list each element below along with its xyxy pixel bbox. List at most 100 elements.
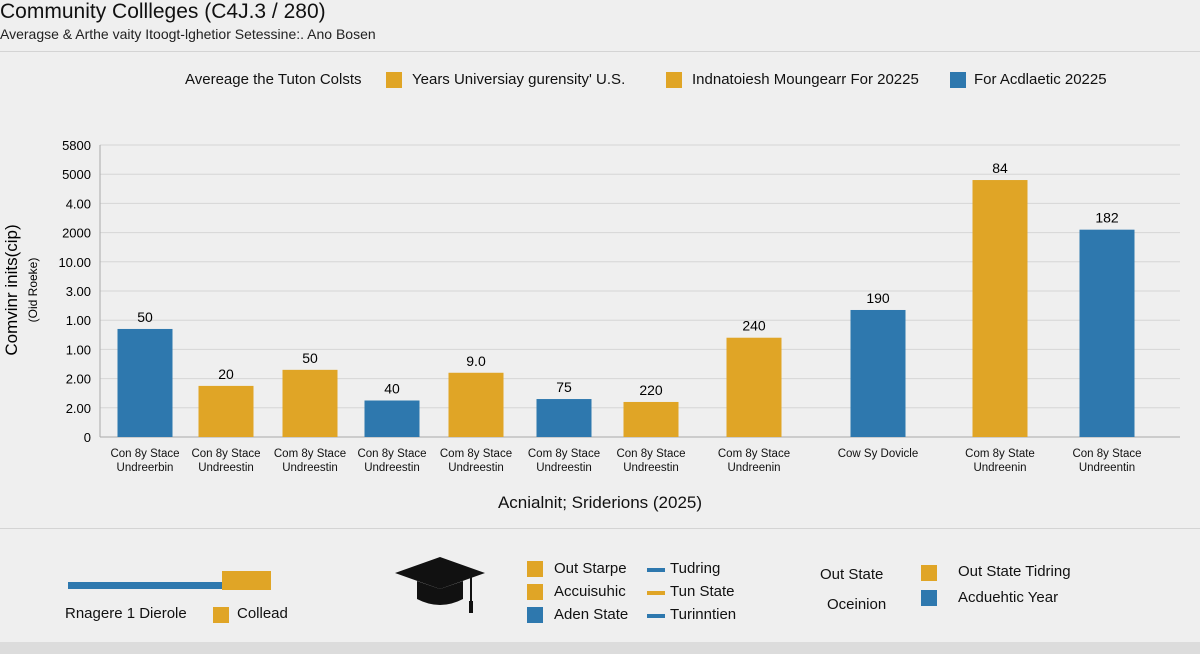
- x-tick-line1: Con 8y Stace: [110, 448, 180, 460]
- footer-item: Accuisuhic: [554, 583, 626, 600]
- x-tick-label: Com 8y Stace Undreestin: [519, 447, 609, 475]
- x-tick-line1: Con 8y Stace: [357, 448, 427, 460]
- x-tick-line1: Com 8y Stace: [527, 448, 601, 460]
- x-tick-line1: Com 8y Stace: [439, 448, 513, 460]
- x-tick-label: Com 8y Stace Undreestin: [431, 447, 521, 475]
- y-tick-label: 2.00: [66, 372, 91, 387]
- y-tick-label: 5000: [62, 167, 91, 182]
- legend-swatch: [213, 607, 229, 623]
- y-axis-sublabel: (Oid Roeke): [26, 258, 40, 323]
- bar: [972, 180, 1028, 438]
- x-tick-label: Con 8y Stace Undreentin: [1062, 447, 1152, 475]
- x-tick-label: Con 8y Stace Undreerbin: [100, 447, 190, 475]
- legend-swatch: [527, 607, 543, 623]
- x-tick-line2: Undreestin: [623, 462, 679, 474]
- graduation-cap-icon: [395, 557, 485, 613]
- bar: [198, 385, 254, 437]
- data-label: 50: [302, 350, 318, 366]
- x-tick-line1: Con 8y Stace: [616, 448, 686, 460]
- x-tick-line1: Com 8y Stace: [273, 448, 347, 460]
- bar: [448, 372, 504, 437]
- bar-sample-gold: [222, 571, 271, 590]
- footer-label: Rnagere 1 Dierole: [65, 605, 187, 622]
- bar: [850, 309, 906, 437]
- legend-swatch: [527, 561, 543, 577]
- y-tick-label: 0: [84, 430, 91, 445]
- x-tick-line1: Con 8y Stace: [191, 448, 261, 460]
- legend-dash: [647, 568, 665, 572]
- bar: [364, 400, 420, 437]
- footer-item: Out Starpe: [554, 560, 627, 577]
- y-tick-label: 1.00: [66, 342, 91, 357]
- footer-item: Tun State: [670, 583, 735, 600]
- x-axis-label: Acnialnit; Sriderions (2025): [497, 493, 703, 512]
- bar: [623, 401, 679, 437]
- divider: [0, 51, 1200, 52]
- data-label: 50: [137, 309, 153, 325]
- x-tick-label: Com 8y State Undreenin: [955, 447, 1045, 475]
- data-label: 220: [639, 382, 663, 398]
- x-tick-label: Cow Sy Dovicle: [833, 447, 923, 461]
- x-tick-label: Con 8y Stace Undreestin: [181, 447, 271, 475]
- chart-title: Community Collleges (C4J.3 / 280): [0, 0, 326, 23]
- divider: [0, 528, 1200, 529]
- x-tick-label: Com 8y Stace Undreestin: [265, 447, 355, 475]
- x-tick-line1: Com 8y State: [965, 448, 1035, 460]
- footer-item: Collead: [237, 605, 288, 622]
- x-tick-line2: Undreestin: [364, 462, 420, 474]
- legend-swatch: [666, 72, 682, 88]
- x-tick-line2: Undreestin: [536, 462, 592, 474]
- bar: [282, 369, 338, 437]
- x-tick-line2: Undreentin: [1078, 462, 1136, 474]
- legend-swatch: [921, 565, 937, 581]
- bar: [117, 328, 173, 437]
- x-tick-line2: Undreestin: [448, 462, 504, 474]
- x-tick-line1: Com 8y Stace: [717, 448, 791, 460]
- data-label: 190: [866, 290, 890, 306]
- legend-item: Indnatoiesh Moungearr For 20225: [692, 71, 919, 88]
- legend-swatch: [527, 584, 543, 600]
- chart-subtitle: Averagse & Arthe vaity Itoogt-lghetior S…: [0, 26, 376, 42]
- data-label: 182: [1095, 210, 1119, 226]
- bottom-strip: [0, 642, 1200, 654]
- y-tick-label: 4.00: [66, 196, 91, 211]
- x-tick-label: Com 8y Stace Undreenin: [709, 447, 799, 475]
- x-tick-line1: Cow Sy Dovicle: [837, 448, 919, 460]
- footer-label: Oceinion: [827, 596, 887, 613]
- y-tick-label: 3.00: [66, 284, 91, 299]
- y-tick-label: 5800: [62, 138, 91, 153]
- y-tick-label: 2.00: [66, 401, 91, 416]
- y-tick-label: 2000: [62, 226, 91, 241]
- x-tick-line1: Con 8y Stace: [1072, 448, 1142, 460]
- y-axis-label: Comvinr inits(cip): [2, 224, 21, 355]
- footer-item: Out State Tidring: [958, 563, 1071, 580]
- x-tick-line2: Undreerbin: [116, 462, 174, 474]
- bar: [726, 337, 782, 437]
- legend-swatch: [950, 72, 966, 88]
- bar: [1079, 229, 1135, 437]
- footer-label: Out State: [820, 566, 884, 583]
- footer-item: Tudring: [670, 560, 721, 577]
- footer-item: Acduehtic Year: [958, 589, 1059, 606]
- bar-sample-blue: [68, 582, 222, 589]
- legend-dash: [647, 591, 665, 595]
- data-label: 20: [218, 366, 234, 382]
- x-tick-line2: Undreestin: [198, 462, 254, 474]
- y-tick-label: 10.00: [58, 255, 91, 270]
- x-tick-label: Con 8y Stace Undreestin: [347, 447, 437, 475]
- legend-item: For Acdlaetic 20225: [974, 71, 1107, 88]
- bar: [536, 399, 592, 437]
- x-tick-line2: Undreenin: [973, 462, 1027, 474]
- legend-title: Avereage the Tuton Colsts: [185, 71, 362, 88]
- legend-item: Years Universiay gurensity' U.S.: [412, 71, 626, 88]
- legend-swatch: [386, 72, 402, 88]
- legend-swatch: [921, 590, 937, 606]
- footer-item: Turinntien: [670, 606, 737, 623]
- legend-dash: [647, 614, 665, 618]
- footer-item: Aden State: [554, 606, 629, 623]
- x-tick-line2: Undreestin: [282, 462, 338, 474]
- data-label: 75: [556, 379, 572, 395]
- y-tick-label: 1.00: [66, 313, 91, 328]
- data-label: 40: [384, 381, 400, 397]
